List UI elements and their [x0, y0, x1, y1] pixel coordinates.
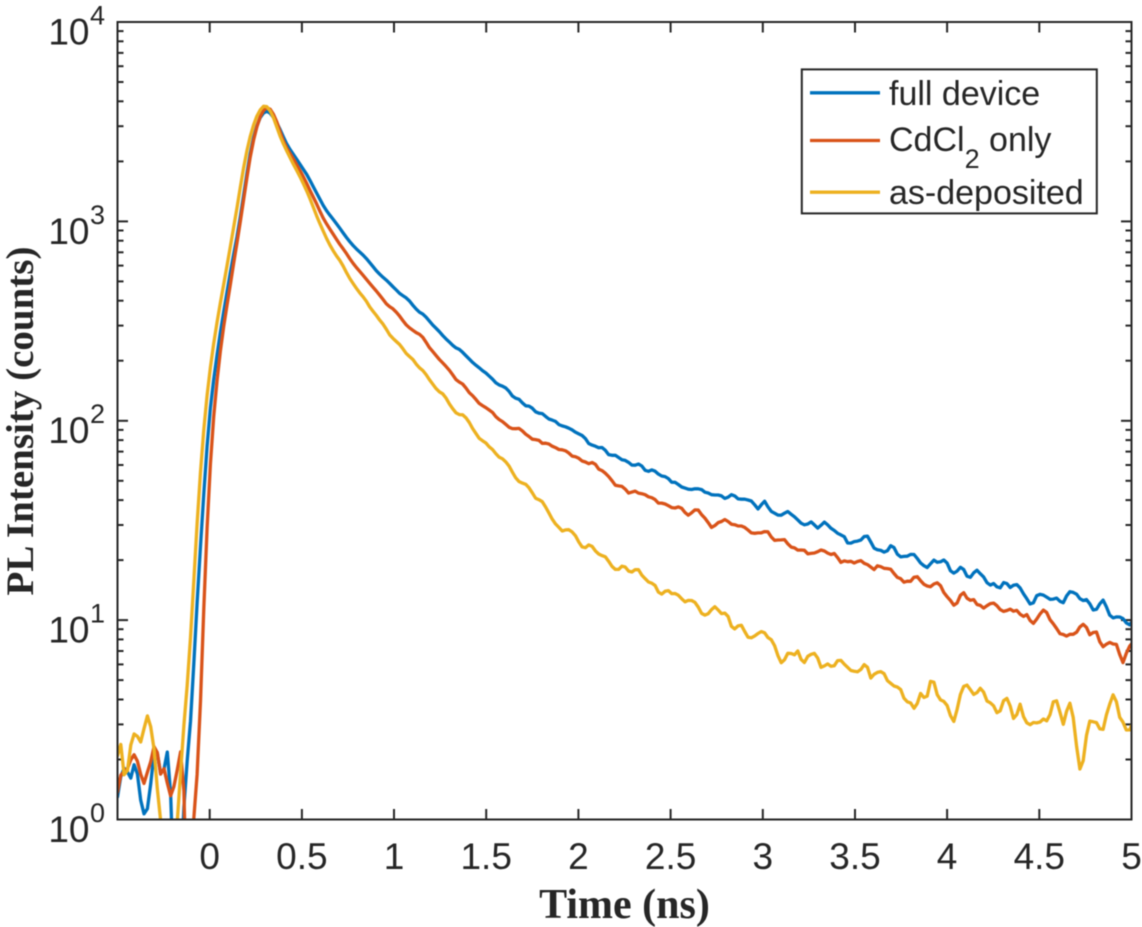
svg-text:3.5: 3.5 [829, 836, 880, 877]
svg-text:4: 4 [90, 1, 105, 31]
svg-text:2: 2 [90, 399, 105, 429]
svg-text:0: 0 [90, 798, 105, 828]
svg-text:0: 0 [199, 836, 220, 877]
svg-text:3: 3 [90, 200, 105, 230]
svg-text:as-deposited: as-deposited [889, 174, 1084, 212]
svg-text:10: 10 [48, 211, 89, 252]
svg-text:2: 2 [568, 836, 589, 877]
svg-text:10: 10 [48, 809, 89, 850]
svg-text:10: 10 [48, 12, 89, 53]
svg-text:1.5: 1.5 [460, 836, 511, 877]
svg-text:Time (ns): Time (ns) [539, 882, 710, 927]
svg-text:PL Intensity (counts): PL Intensity (counts) [0, 247, 42, 596]
svg-text:4: 4 [937, 836, 958, 877]
svg-text:1: 1 [90, 599, 105, 629]
svg-text:1: 1 [384, 836, 405, 877]
svg-text:2.5: 2.5 [645, 836, 696, 877]
svg-text:10: 10 [48, 410, 89, 451]
svg-text:0.5: 0.5 [276, 836, 327, 877]
svg-text:4.5: 4.5 [1014, 836, 1065, 877]
svg-text:3: 3 [753, 836, 774, 877]
svg-text:full device: full device [889, 75, 1040, 113]
svg-text:5: 5 [1121, 836, 1142, 877]
svg-text:10: 10 [48, 610, 89, 651]
